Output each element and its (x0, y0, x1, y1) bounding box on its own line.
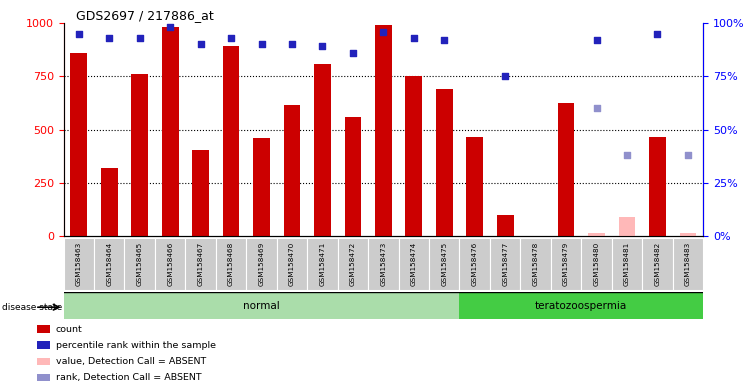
Bar (64, 238, 94, 290)
Text: GSM158466: GSM158466 (167, 242, 174, 286)
Text: GSM158468: GSM158468 (228, 242, 234, 286)
Point (438, 37, 450, 43)
Point (347, 50, 359, 56)
Bar (307, 238, 337, 290)
Text: percentile rank within the sample: percentile rank within the sample (56, 341, 215, 350)
Point (590, 37, 602, 43)
Bar (277, 238, 307, 290)
Text: GSM158482: GSM158482 (654, 242, 660, 286)
Bar (405, 76, 422, 236)
Text: GSM158483: GSM158483 (685, 242, 691, 286)
Text: disease state: disease state (2, 303, 63, 312)
Bar (368, 238, 399, 290)
Text: GSM158475: GSM158475 (441, 242, 447, 286)
Bar (672, 238, 703, 290)
Text: rank, Detection Call = ABSENT: rank, Detection Call = ABSENT (56, 373, 201, 382)
Bar (132, 74, 148, 236)
Bar (101, 168, 117, 236)
Text: value, Detection Call = ABSENT: value, Detection Call = ABSENT (56, 357, 206, 366)
Bar (588, 233, 605, 236)
Bar (490, 238, 521, 290)
Point (652, 31, 663, 37)
Bar (345, 117, 361, 236)
Point (590, 105, 602, 111)
Point (377, 28, 389, 35)
Bar (186, 238, 216, 290)
Text: GSM158479: GSM158479 (563, 242, 569, 286)
Text: GSM158473: GSM158473 (380, 242, 387, 286)
Point (621, 152, 633, 158)
Bar (283, 105, 301, 236)
Text: GSM158476: GSM158476 (472, 242, 478, 286)
Bar (37, 341, 50, 349)
Bar (558, 103, 574, 236)
Point (286, 41, 298, 47)
Text: GSM158469: GSM158469 (259, 242, 265, 286)
Point (225, 35, 237, 41)
Point (408, 35, 420, 41)
Point (164, 24, 176, 30)
Text: GSM158478: GSM158478 (533, 242, 539, 286)
Bar (679, 233, 696, 236)
Bar (64, 293, 459, 319)
Bar (192, 150, 209, 236)
Text: GSM158463: GSM158463 (76, 242, 82, 286)
Bar (253, 138, 270, 236)
Bar (436, 89, 453, 236)
Bar (216, 238, 246, 290)
Bar (162, 27, 179, 236)
Bar (70, 53, 88, 236)
Text: GSM158474: GSM158474 (411, 242, 417, 286)
Bar (612, 238, 643, 290)
Bar (246, 238, 277, 290)
Bar (37, 374, 50, 381)
Point (682, 152, 694, 158)
Text: GSM158477: GSM158477 (502, 242, 508, 286)
Text: GSM158467: GSM158467 (197, 242, 203, 286)
Bar (581, 238, 612, 290)
Bar (94, 238, 124, 290)
Text: GSM158470: GSM158470 (289, 242, 295, 286)
Bar (399, 238, 429, 290)
Bar (124, 238, 155, 290)
Text: GSM158465: GSM158465 (137, 242, 143, 286)
Bar (459, 293, 703, 319)
Bar (459, 238, 490, 290)
Text: normal: normal (243, 301, 280, 311)
Bar (314, 63, 331, 236)
Bar (643, 238, 672, 290)
Point (73, 31, 85, 37)
Text: GSM158472: GSM158472 (350, 242, 356, 286)
Text: GDS2697 / 217886_at: GDS2697 / 217886_at (76, 9, 214, 22)
Bar (155, 238, 186, 290)
Text: GSM158481: GSM158481 (624, 242, 630, 286)
Point (103, 35, 115, 41)
Point (134, 35, 146, 41)
Text: GSM158480: GSM158480 (593, 242, 600, 286)
Text: count: count (56, 325, 82, 334)
Bar (521, 238, 551, 290)
Bar (37, 325, 50, 333)
Bar (375, 25, 392, 236)
Bar (551, 238, 581, 290)
Bar (649, 137, 666, 236)
Text: GSM158471: GSM158471 (319, 242, 325, 286)
Bar (497, 215, 514, 236)
Text: GSM158464: GSM158464 (106, 242, 112, 286)
Bar (619, 217, 635, 236)
Bar (429, 238, 459, 290)
Point (194, 41, 206, 47)
Bar (223, 46, 239, 236)
Bar (37, 358, 50, 365)
Text: teratozoospermia: teratozoospermia (535, 301, 628, 311)
Point (256, 41, 268, 47)
Bar (466, 137, 483, 236)
Point (316, 43, 328, 50)
Bar (337, 238, 368, 290)
Point (499, 73, 511, 79)
